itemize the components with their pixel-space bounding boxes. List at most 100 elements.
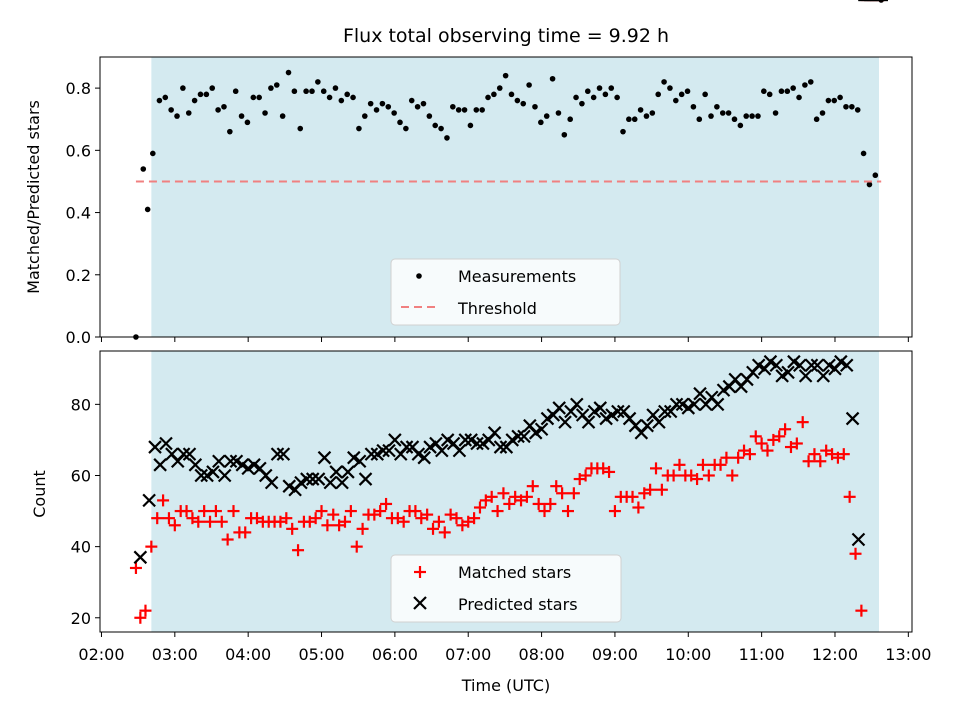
- matched-star-point: [579, 469, 592, 482]
- measurement-point: [367, 100, 374, 107]
- predicted-star-point: [593, 401, 608, 415]
- matched-star-point: [315, 505, 328, 518]
- measurement-point: [714, 103, 720, 110]
- measurement-point: [485, 94, 491, 101]
- predicted-star-point: [217, 468, 232, 483]
- predicted-star-point: [212, 454, 226, 469]
- matched-star-point: [338, 515, 351, 528]
- predicted-star-point: [611, 404, 625, 419]
- measurement-point: [350, 94, 356, 101]
- measurement-point: [766, 91, 773, 98]
- matched-star-point: [497, 487, 510, 500]
- measurement-point: [432, 122, 439, 129]
- top-y-tick-label: 0.4: [66, 204, 91, 223]
- predicted-star-point: [804, 358, 819, 373]
- top-y-tick-label: 0.2: [66, 266, 91, 285]
- matched-star-point: [808, 448, 821, 461]
- measurement-point: [749, 113, 755, 119]
- x-tick-label: 12:00: [812, 645, 858, 664]
- top-y-tick-label: 0.8: [66, 79, 91, 98]
- top-y-ticks: 0.0 0.2 0.4 0.6 0.8: [66, 79, 100, 347]
- predicted-star-point: [317, 450, 332, 465]
- measurement-point: [444, 135, 450, 141]
- predicted-star-point: [487, 426, 502, 440]
- predicted-star-point: [669, 397, 684, 412]
- measurement-point: [731, 116, 738, 123]
- measurement-point: [626, 116, 632, 123]
- bottom-marks: [129, 0, 888, 624]
- measurement-point: [140, 166, 147, 172]
- predicted-star-point: [458, 433, 473, 447]
- legend-dot-marker: [416, 273, 422, 279]
- measurement-point: [250, 94, 257, 101]
- measurement-point: [831, 97, 838, 104]
- matched-star-point: [421, 508, 434, 521]
- bottom-legend: Matched stars Predicted stars: [390, 554, 622, 623]
- measurement-point: [555, 110, 562, 116]
- predicted-star-point: [335, 475, 349, 490]
- matched-star-point: [802, 455, 815, 468]
- predicted-star-point: [452, 443, 467, 458]
- predicted-star-point: [358, 472, 373, 486]
- predicted-star-point: [658, 404, 672, 419]
- measurement-point: [191, 97, 198, 104]
- bottom-y-tick-label: 40: [71, 538, 91, 557]
- matched-star-point: [855, 604, 868, 617]
- measurement-point: [737, 122, 744, 129]
- measurement-point: [438, 125, 444, 132]
- predicted-star-point: [341, 465, 355, 479]
- measurement-point: [678, 91, 685, 98]
- matched-star-point: [157, 494, 170, 507]
- matched-star-point: [192, 515, 205, 528]
- measurement-point: [743, 113, 750, 119]
- measurement-point: [391, 110, 397, 116]
- top-y-tick-label: 0.6: [66, 141, 91, 160]
- measurement-point: [426, 113, 433, 119]
- predicted-star-point: [640, 418, 654, 433]
- matched-star-point: [526, 480, 539, 493]
- measurement-point: [708, 113, 714, 119]
- measurement-point: [702, 91, 708, 98]
- measurement-point: [684, 88, 691, 95]
- matched-star-point: [286, 522, 299, 535]
- measurement-point: [584, 88, 591, 95]
- matched-star-point: [790, 437, 803, 450]
- measurement-point: [150, 150, 156, 157]
- bottom-y-axis-label: Count: [30, 470, 49, 518]
- measurement-point: [667, 85, 673, 91]
- predicted-star-point: [352, 454, 367, 469]
- measurement-point: [315, 79, 321, 85]
- measurement-point: [279, 113, 286, 119]
- matched-star-point: [432, 515, 445, 528]
- predicted-star-point: [851, 532, 866, 547]
- matched-star-point: [350, 540, 363, 553]
- predicted-star-point: [798, 369, 813, 383]
- measurement-point: [373, 107, 380, 113]
- predicted-star-point: [839, 358, 854, 373]
- measurement-point: [397, 119, 403, 126]
- measurement-point: [649, 110, 656, 116]
- measurement-point: [450, 103, 456, 110]
- measurement-point: [244, 119, 251, 126]
- matched-star-point: [626, 490, 639, 503]
- matched-star-point: [450, 512, 463, 525]
- measurement-point: [232, 88, 239, 95]
- matched-star-point: [761, 444, 774, 457]
- x-tick-label: 04:00: [225, 645, 271, 664]
- measurement-point: [414, 103, 421, 110]
- matched-star-point: [180, 505, 193, 518]
- measurement-point: [796, 94, 802, 101]
- matched-star-point: [309, 512, 322, 525]
- predicted-star-point: [270, 447, 285, 461]
- matched-star-point: [321, 519, 334, 532]
- measurement-point: [408, 97, 415, 104]
- measurement-point: [203, 91, 210, 98]
- measurement-point: [837, 94, 843, 101]
- measurement-point: [291, 88, 298, 95]
- matched-star-point: [644, 483, 657, 496]
- legend-entry-measurements: Measurements: [458, 267, 576, 286]
- matched-star-point: [550, 480, 563, 493]
- predicted-star-point: [364, 447, 379, 461]
- predicted-star-point: [264, 475, 279, 490]
- matched-star-point: [696, 458, 709, 471]
